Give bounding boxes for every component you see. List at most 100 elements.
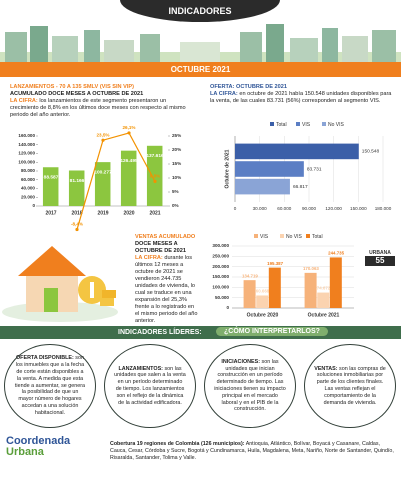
value-label: 150.548: [362, 149, 380, 155]
value-label: 81.166: [70, 178, 85, 184]
value-label: 100.277: [94, 169, 112, 175]
section-heading: LANZAMIENTOS - 70 A 135 SMLV (VIS SIN VI…: [10, 84, 135, 90]
value-label: 244.735: [328, 251, 344, 256]
term: OFERTA DISPONIBLE:: [15, 355, 74, 362]
line-point: [101, 138, 105, 142]
bar: [235, 143, 359, 160]
bar: [235, 161, 304, 177]
coverage: Cobertura 19 regiones de Colombia (126 m…: [110, 441, 396, 462]
logo-line: Urbana: [6, 446, 44, 458]
section-text: en octubre de 2021 había 150.548 unidade…: [210, 91, 392, 104]
value-label: 88.587: [44, 175, 59, 181]
term-text: son las unidades que inician construcció…: [214, 358, 286, 413]
value-label: 26,1%: [122, 125, 135, 130]
legend-swatch: [280, 234, 284, 238]
y-tick-label: 140.000: [18, 142, 35, 147]
y-tick-label: 250.000: [212, 254, 229, 259]
x-tick-label: 2017: [45, 210, 56, 216]
value-label: 195.387: [267, 261, 283, 266]
chart-lanzamientos: 0 20.000 40.000 60.000 80.000 100.000 120.000 1…: [18, 125, 181, 232]
bar: [317, 292, 330, 308]
y-tick-label: 200.000: [212, 264, 229, 269]
x-tick-label: Octubre 2021: [308, 312, 340, 318]
value-label: 137.616: [146, 153, 164, 159]
category-label: Octubre de 2021: [224, 149, 230, 188]
bar: [256, 295, 269, 308]
x-tick-label: 2020: [123, 210, 134, 216]
section-text: los lanzamientos de este segmento presen…: [10, 98, 186, 118]
bar: [146, 145, 163, 206]
header-title: INDICADORES: [168, 6, 232, 16]
x-tick-label: 2018: [71, 210, 82, 216]
value-label: 74.672: [317, 286, 331, 291]
value-label: 8,8%: [150, 174, 160, 179]
y-tick-label: 100.000: [18, 159, 35, 164]
bubble: OFERTA DISPONIBLE: son los inmuebles que…: [4, 344, 96, 428]
x-tick-label: 150.000: [350, 206, 367, 211]
value-label: -8,4%: [71, 222, 83, 227]
bar: [235, 178, 290, 195]
bar: [268, 267, 281, 308]
header: INDICADORES: [0, 0, 401, 30]
y2-tick-label: 10%: [172, 175, 181, 180]
legend-swatch: [306, 234, 310, 238]
section-heading: OFERTA: OCTUBRE DE 2021: [210, 84, 287, 90]
interpret-band: INDICADORES LÍDERES: ¿CÓMO INTERPRETARLO…: [0, 326, 401, 339]
y-tick-label: 0: [32, 203, 35, 208]
bubble: VENTAS: son las compras de soluciones in…: [304, 344, 396, 428]
cifra-label: LA CIFRA:: [10, 98, 38, 104]
x-tick-label: 2019: [97, 210, 108, 216]
y-tick-label: 120.000: [18, 151, 35, 156]
section-text: durante los últimos 12 meses a octubre d…: [135, 255, 198, 324]
chart-oferta: Total VIS No VIS 0 30.000 60.000 90.000 120.000…: [224, 122, 392, 211]
banner-text: OCTUBRE 2021: [170, 65, 231, 74]
y-tick-label: 60.000: [21, 177, 35, 182]
y-tick-label: 160.000: [18, 133, 35, 138]
logo-line: Coordenada: [6, 435, 71, 447]
lanzamientos-text: LANZAMIENTOS - 70 A 135 SMLV (VIS SIN VI…: [10, 84, 195, 119]
value-label: 170.063: [303, 266, 319, 271]
legend-label: VIS: [260, 234, 269, 240]
section-heading: VENTAS ACUMULADO: [135, 234, 196, 240]
legend-label: No VIS: [328, 122, 345, 128]
ventas-text: VENTAS ACUMULADO DOCE MESES A OCTUBRE DE…: [135, 234, 199, 325]
legend-label: Total: [312, 234, 323, 240]
y-tick-label: 150.000: [212, 274, 229, 279]
bar: [68, 170, 85, 206]
badge-label: URBANA: [369, 250, 391, 256]
legend-swatch: [296, 122, 300, 126]
value-label: 60.668: [256, 289, 270, 294]
value-label: 23,5%: [96, 132, 109, 137]
banner: OCTUBRE 2021: [0, 62, 401, 77]
legend-swatch: [322, 122, 326, 126]
term-text: son los inmuebles que a la fecha de cort…: [14, 355, 86, 416]
section-subheading: ACUMULADO DOCE MESES A OCTUBRE DE 2021: [10, 91, 144, 97]
term: INICIACIONES:: [221, 358, 261, 365]
badge-number: 55: [365, 256, 395, 266]
section-subheading: DOCE MESES A OCTUBRE DE 2021: [135, 241, 186, 254]
oferta-text: OFERTA: OCTUBRE DE 2021 LA CIFRA: en oct…: [210, 84, 395, 105]
value-label: 66.817: [293, 184, 308, 190]
y-tick-label: 40.000: [21, 186, 35, 191]
value-label: 134.719: [242, 273, 258, 278]
logo: Coordenada Urbana: [6, 436, 102, 458]
x-tick-label: 0: [234, 206, 237, 211]
y-tick-label: 0: [226, 305, 229, 310]
y-tick-label: 100.000: [212, 285, 229, 290]
term: VENTAS:: [314, 365, 338, 372]
y-tick-label: 50.000: [215, 295, 229, 300]
term: LANZAMIENTOS:: [118, 365, 163, 372]
x-tick-label: 120.000: [325, 206, 342, 211]
interpret-title: INDICADORES LÍDERES:: [118, 329, 202, 336]
bubble: LANZAMIENTOS: son las unidades que salen…: [104, 344, 196, 428]
bar: [304, 272, 317, 308]
legend-swatch: [270, 122, 274, 126]
bar: [243, 280, 256, 308]
y2-tick-label: 5%: [172, 189, 179, 194]
x-tick-label: 2021: [149, 210, 160, 216]
chart-ventas: VIS No VIS Total 0 50.000 100.000 150.000 200.0…: [212, 234, 354, 318]
legend-label: VIS: [302, 122, 311, 128]
x-tick-label: 180.000: [375, 206, 392, 211]
cifra-label: LA CIFRA:: [210, 91, 238, 97]
